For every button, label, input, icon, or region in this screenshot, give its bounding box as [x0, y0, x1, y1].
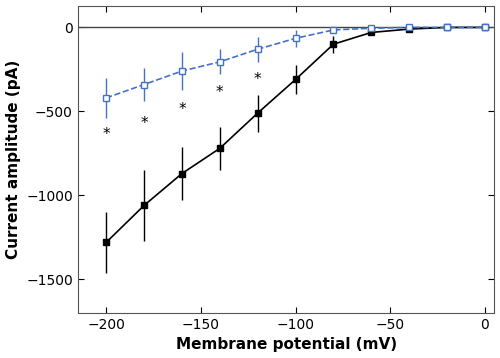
X-axis label: Membrane potential (mV): Membrane potential (mV) — [176, 338, 396, 352]
Text: *: * — [140, 116, 148, 131]
Text: *: * — [178, 102, 186, 117]
Text: *: * — [216, 86, 224, 101]
Y-axis label: Current amplitude (pA): Current amplitude (pA) — [6, 60, 20, 259]
Text: *: * — [254, 72, 262, 87]
Text: *: * — [102, 127, 110, 142]
